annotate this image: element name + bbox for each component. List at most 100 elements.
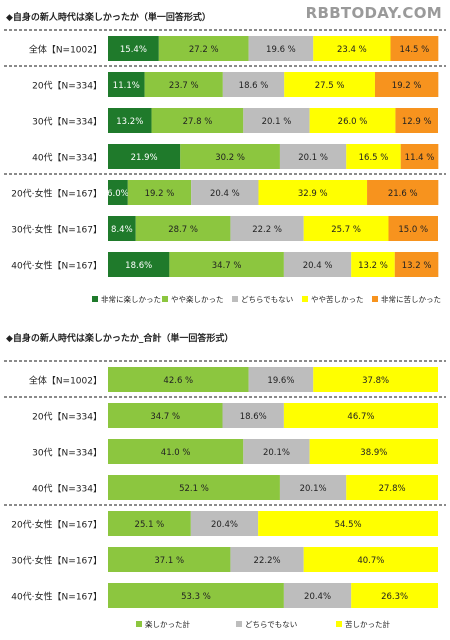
- bar-segment: [279, 475, 347, 500]
- bar-segment: [108, 180, 128, 205]
- bar-segment: [108, 252, 170, 277]
- category-label: 20代【N=334】: [32, 412, 102, 423]
- bar-segment: [180, 144, 280, 169]
- data-label: 23.4 %: [337, 45, 367, 55]
- data-label: 25.7 %: [331, 225, 361, 235]
- bar-segment: [108, 439, 244, 464]
- chart-2-title: ◆自身の新人時代は楽しかったか_合計（単一回答形式）: [6, 334, 234, 344]
- data-label: 11.4 %: [405, 153, 435, 163]
- bar-segment: [108, 36, 159, 61]
- data-label: 18.6%: [240, 412, 267, 422]
- legend-swatch: [92, 296, 98, 302]
- category-label: 全体【N=1002】: [29, 44, 102, 56]
- data-label: 21.6 %: [388, 189, 418, 199]
- data-label: 19.6 %: [266, 45, 296, 55]
- bar-segment: [127, 180, 192, 205]
- data-label: 27.5 %: [315, 81, 345, 91]
- category-label: 全体【N=1002】: [29, 375, 102, 387]
- category-label: 30代·女性【N=167】: [11, 555, 102, 567]
- bar-segment: [346, 475, 438, 500]
- bar-segment: [230, 216, 304, 241]
- bar-segment: [283, 583, 352, 608]
- legend-label: やや楽しかった: [171, 294, 224, 304]
- bar-segment: [309, 439, 438, 464]
- legend-label: どちらでもない: [241, 295, 293, 304]
- legend-label: 非常に楽しかった: [101, 294, 161, 304]
- bar-segment: [283, 403, 438, 428]
- data-label: 20.1 %: [298, 153, 328, 163]
- data-label: 38.9%: [360, 448, 387, 458]
- bar-segment: [135, 216, 231, 241]
- legend-label: どちらでもない: [245, 620, 297, 629]
- data-label: 53.3 %: [181, 592, 211, 602]
- bar-segment: [248, 367, 314, 392]
- data-label: 12.9 %: [402, 117, 432, 127]
- data-label: 41.0 %: [161, 448, 191, 458]
- legend-swatch: [336, 621, 342, 627]
- bar-segment: [108, 475, 280, 500]
- bar-segment: [400, 144, 439, 169]
- data-label: 20.4%: [211, 520, 238, 530]
- data-label: 32.9 %: [298, 189, 328, 199]
- data-label: 22.2 %: [252, 225, 282, 235]
- bar-segment: [309, 108, 396, 133]
- legend-label: 非常に苦しかった: [381, 294, 441, 304]
- data-label: 20.1 %: [262, 117, 292, 127]
- data-label: 6.0%: [107, 189, 129, 199]
- bar-segment: [108, 403, 223, 428]
- bar-segment: [279, 144, 347, 169]
- bar-segment: [144, 72, 223, 97]
- data-label: 15.0 %: [398, 225, 428, 235]
- category-label: 30代【N=334】: [32, 117, 102, 128]
- data-label: 28.7 %: [168, 225, 198, 235]
- data-label: 19.2 %: [392, 81, 422, 91]
- bar-segment: [230, 547, 304, 572]
- data-label: 37.1 %: [154, 556, 184, 566]
- bar-segment: [283, 252, 352, 277]
- bar-segment: [222, 72, 285, 97]
- bar-segment: [390, 36, 439, 61]
- category-label: 40代【N=334】: [32, 484, 102, 495]
- data-label: 34.7 %: [150, 412, 180, 422]
- data-label: 20.4 %: [210, 189, 240, 199]
- bar-segment: [248, 36, 314, 61]
- bar-segment: [313, 36, 391, 61]
- bar-segment: [351, 252, 395, 277]
- data-label: 40.7%: [357, 556, 384, 566]
- data-label: 23.7 %: [169, 81, 199, 91]
- bar-segment: [190, 511, 259, 536]
- bar-segment: [169, 252, 284, 277]
- legend-swatch: [232, 296, 238, 302]
- data-label: 20.4 %: [303, 261, 333, 271]
- chart-1: 全体【N=1002】 15.4% 27.2 % 19.6 % 23.4 % 14.5 % 2…: [4, 29, 446, 304]
- data-label: 14.5 %: [400, 45, 430, 55]
- data-label: 21.9%: [131, 153, 158, 163]
- bar-segment: [258, 180, 368, 205]
- bar-segment: [346, 144, 401, 169]
- category-label: 30代【N=334】: [32, 448, 102, 459]
- chart-1-title: ◆自身の新人時代は楽しかったか（単一回答形式）: [6, 13, 211, 23]
- bar-segment: [367, 180, 439, 205]
- data-label: 30.2 %: [215, 153, 245, 163]
- data-label: 13.2%: [116, 117, 143, 127]
- data-label: 20.4%: [304, 592, 331, 602]
- watermark: RBBTODAY.COM: [305, 4, 442, 22]
- data-label: 8.4%: [111, 225, 133, 235]
- bar-segment: [108, 72, 145, 97]
- category-label: 40代·女性【N=167】: [11, 591, 102, 603]
- data-label: 16.5 %: [359, 153, 389, 163]
- bar-segment: [395, 108, 438, 133]
- data-label: 42.6 %: [163, 376, 193, 386]
- legend-swatch: [162, 296, 168, 302]
- data-label: 13.2 %: [358, 261, 388, 271]
- legend-swatch: [372, 296, 378, 302]
- data-label: 18.6 %: [239, 81, 269, 91]
- bar-segment: [222, 403, 284, 428]
- bar-segment: [191, 180, 259, 205]
- bar-segment: [108, 547, 231, 572]
- data-label: 52.1 %: [179, 484, 209, 494]
- bar-segment: [243, 108, 310, 133]
- bar-segment: [313, 367, 438, 392]
- bar-segment: [151, 108, 244, 133]
- bar-segment: [351, 583, 438, 608]
